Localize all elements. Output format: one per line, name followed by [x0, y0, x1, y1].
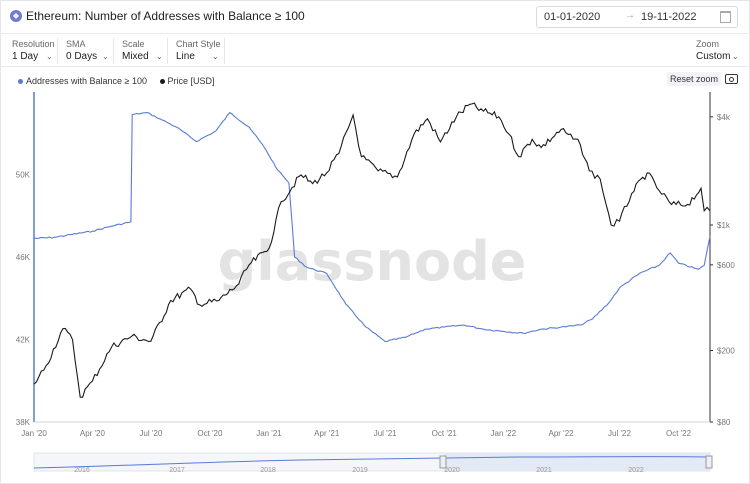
sma-select[interactable]: SMA 0 Days ⌄ — [66, 38, 114, 64]
series-line-addresses — [33, 111, 711, 343]
x-tick-label: Jan '21 — [256, 429, 282, 438]
zoom-select[interactable]: Zoom Custom ⌄ — [696, 38, 740, 64]
chevron-down-icon: ⌄ — [46, 52, 53, 61]
range-navigator: 2016 2017 2018 2019 2020 2021 2022 — [33, 452, 713, 474]
navigator-left-handle — [439, 455, 447, 469]
date-from-input[interactable]: 01-01-2020 — [544, 11, 601, 23]
x-tick-label: Jan '22 — [491, 429, 517, 438]
x-tick-label: Jul '22 — [608, 429, 631, 438]
scale-select[interactable]: Scale Mixed ⌄ — [122, 38, 168, 64]
navigator-year-label: 2017 — [169, 467, 185, 474]
ethereum-icon: ◆ — [10, 10, 22, 22]
reset-zoom-button[interactable]: Reset zoom — [667, 72, 721, 86]
legend-label-addresses: Addresses with Balance ≥ 100 — [26, 76, 148, 86]
calendar-icon[interactable] — [720, 11, 731, 23]
chart-legend: Addresses with Balance ≥ 100 Price [USD] — [18, 76, 225, 86]
y-right-tick-label: $200 — [717, 347, 735, 356]
x-tick-label: Apr '22 — [549, 429, 575, 438]
x-tick-label: Oct '20 — [197, 429, 223, 438]
chevron-down-icon: ⌄ — [212, 52, 219, 61]
camera-icon[interactable] — [725, 74, 738, 84]
sma-label: SMA — [66, 39, 86, 49]
zoom-label: Zoom — [696, 39, 720, 49]
legend-dot-price — [159, 79, 165, 85]
x-tick-label: Jul '21 — [374, 429, 397, 438]
legend-item-price[interactable]: Price [USD] — [159, 76, 215, 86]
scale-label: Scale — [122, 39, 145, 49]
resolution-label: Resolution — [12, 39, 55, 49]
chart-controls: Resolution 1 Day ⌄ SMA 0 Days ⌄ Scale Mi… — [0, 34, 750, 67]
y-right-tick-label: $80 — [717, 418, 731, 427]
chart-style-select[interactable]: Chart Style Line ⌄ — [176, 38, 225, 64]
date-to-input[interactable]: 19-11-2022 — [641, 11, 697, 23]
legend-label-price: Price [USD] — [167, 76, 215, 86]
date-range-picker[interactable]: 01-01-2020 → 19-11-2022 — [536, 6, 738, 28]
x-tick-label: Apr '20 — [80, 429, 106, 438]
resolution-select[interactable]: Resolution 1 Day ⌄ — [12, 38, 58, 64]
y-left-tick-label: 50K — [16, 171, 31, 180]
navigator-year-label: 2018 — [260, 467, 276, 474]
zoom-value: Custom — [696, 51, 731, 62]
y-left-tick-label: 42K — [16, 336, 31, 345]
navigator-year-label: 2019 — [352, 467, 368, 474]
chevron-down-icon: ⌄ — [156, 52, 163, 61]
chart-style-label: Chart Style — [176, 39, 221, 49]
navigator-selection — [444, 453, 710, 471]
chevron-down-icon: ⌄ — [732, 52, 739, 61]
navigator-year-label: 2021 — [536, 467, 552, 474]
y-left-tick-label: 38K — [16, 418, 31, 427]
y-right-tick-label: $600 — [717, 261, 735, 270]
y-left-tick-label: 46K — [16, 253, 31, 262]
date-arrow: → — [625, 10, 635, 21]
series-line-price — [33, 102, 711, 398]
resolution-value: 1 Day — [12, 51, 39, 62]
navigator-series-line — [33, 456, 711, 469]
y-right-tick-label: $4k — [717, 113, 731, 122]
page-title: Ethereum: Number of Addresses with Balan… — [26, 9, 305, 23]
chevron-down-icon: ⌄ — [102, 52, 109, 61]
legend-dot-addresses — [18, 79, 23, 85]
x-tick-label: Jul '20 — [139, 429, 162, 438]
navigator-year-label: 2020 — [444, 467, 460, 474]
x-tick-label: Oct '21 — [432, 429, 458, 438]
y-right-tick-label: $1k — [717, 221, 731, 230]
sma-value: 0 Days — [66, 51, 98, 62]
navigator-right-handle — [705, 455, 713, 469]
x-tick-label: Jan '20 — [21, 429, 47, 438]
watermark-text: glassnode — [218, 230, 527, 293]
chart-header: ◆ Ethereum: Number of Addresses with Bal… — [0, 0, 750, 34]
chart-style-value: Line — [176, 51, 195, 62]
x-tick-label: Apr '21 — [314, 429, 340, 438]
navigator-year-label: 2022 — [628, 467, 644, 474]
navigator-year-label: 2016 — [74, 467, 90, 474]
x-tick-label: Oct '22 — [666, 429, 692, 438]
legend-item-addresses[interactable]: Addresses with Balance ≥ 100 — [18, 76, 147, 86]
scale-value: Mixed — [122, 51, 149, 62]
